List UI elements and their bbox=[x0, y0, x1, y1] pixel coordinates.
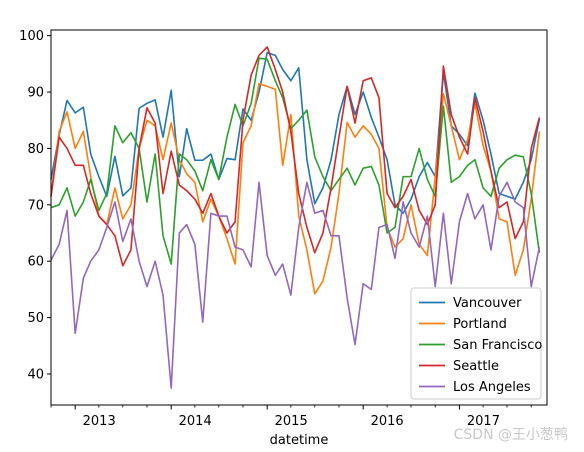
y-tick-label-5: 90 bbox=[27, 86, 44, 101]
legend-label-4: Los Angeles bbox=[453, 380, 531, 395]
y-tick-label-1: 50 bbox=[27, 311, 44, 326]
legend-label-1: Portland bbox=[453, 317, 507, 332]
legend-frame bbox=[410, 287, 542, 400]
legend-label-0: Vancouver bbox=[453, 296, 522, 311]
x-tick-label-1: 2014 bbox=[179, 414, 212, 429]
legend: Vancouver Portland San Francisco Seattle Los… bbox=[410, 287, 542, 400]
axes-layer bbox=[50, 29, 548, 406]
y-tick-label-0: 40 bbox=[27, 367, 44, 382]
x-axis: 2013 2014 2015 2016 2017 bbox=[50, 405, 532, 429]
series-line-2 bbox=[50, 57, 541, 265]
x-tick-label-4: 2017 bbox=[467, 414, 500, 429]
x-axis-label: datetime bbox=[270, 433, 329, 448]
y-axis: 40 50 60 70 80 90 100 bbox=[19, 29, 51, 382]
x-tick-label-0: 2013 bbox=[83, 414, 116, 429]
series-line-4 bbox=[50, 181, 541, 389]
y-tick-label-6: 100 bbox=[19, 29, 44, 44]
series-line-3 bbox=[50, 46, 541, 267]
series-layer bbox=[50, 46, 541, 389]
plot-frame bbox=[50, 29, 548, 406]
y-tick-label-4: 80 bbox=[27, 142, 44, 157]
watermark: CSDN @王小葱鸭 bbox=[453, 427, 568, 443]
y-tick-label-2: 60 bbox=[27, 255, 44, 270]
x-tick-label-3: 2016 bbox=[371, 414, 404, 429]
legend-label-2: San Francisco bbox=[453, 338, 542, 353]
legend-label-3: Seattle bbox=[453, 359, 499, 374]
x-tick-label-2: 2015 bbox=[275, 414, 308, 429]
y-tick-label-3: 70 bbox=[27, 198, 44, 213]
